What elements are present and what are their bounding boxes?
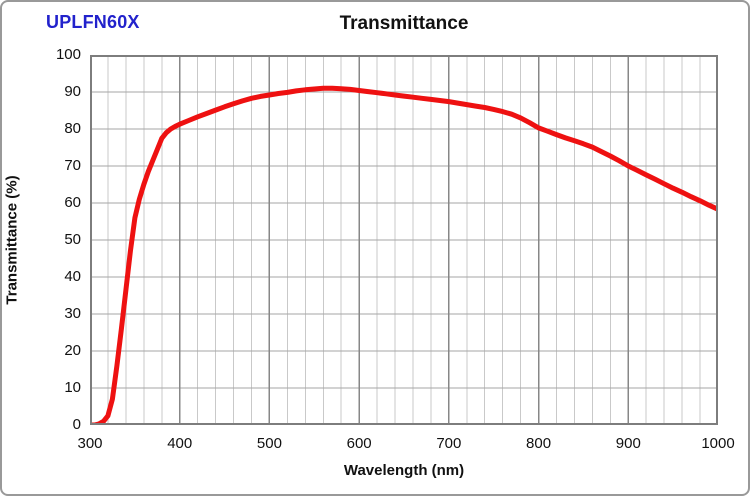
y-tick-label: 60 xyxy=(64,194,81,211)
y-tick-label: 30 xyxy=(64,305,81,322)
x-tick-label: 300 xyxy=(77,435,103,452)
y-tick-label: 40 xyxy=(64,268,81,285)
x-tick-label: 400 xyxy=(167,435,193,452)
y-tick-label: 100 xyxy=(55,46,81,63)
x-tick-label: 800 xyxy=(526,435,552,452)
x-axis-title: Wavelength (nm) xyxy=(343,462,465,479)
transmittance-curve xyxy=(87,85,721,428)
y-axis-title: Transmittance (%) xyxy=(3,175,21,305)
y-tick-label: 70 xyxy=(64,157,81,174)
y-tick-label: 20 xyxy=(64,342,81,359)
plot-area xyxy=(87,55,721,428)
y-tick-label: 10 xyxy=(64,379,81,396)
plot-border xyxy=(90,55,718,425)
y-tick-label: 0 xyxy=(72,416,81,433)
y-tick-label: 80 xyxy=(64,120,81,137)
chart-title: Transmittance xyxy=(339,13,469,34)
model-label: UPLFN60X xyxy=(46,12,140,32)
x-tick-label: 1000 xyxy=(701,435,735,452)
x-tick-label: 600 xyxy=(346,435,372,452)
transmittance-curve-plot xyxy=(87,55,721,428)
y-tick-label: 90 xyxy=(64,83,81,100)
y-tick-label: 50 xyxy=(64,231,81,248)
x-tick-label: 900 xyxy=(615,435,641,452)
x-tick-label: 500 xyxy=(256,435,282,452)
x-tick-label: 700 xyxy=(436,435,462,452)
